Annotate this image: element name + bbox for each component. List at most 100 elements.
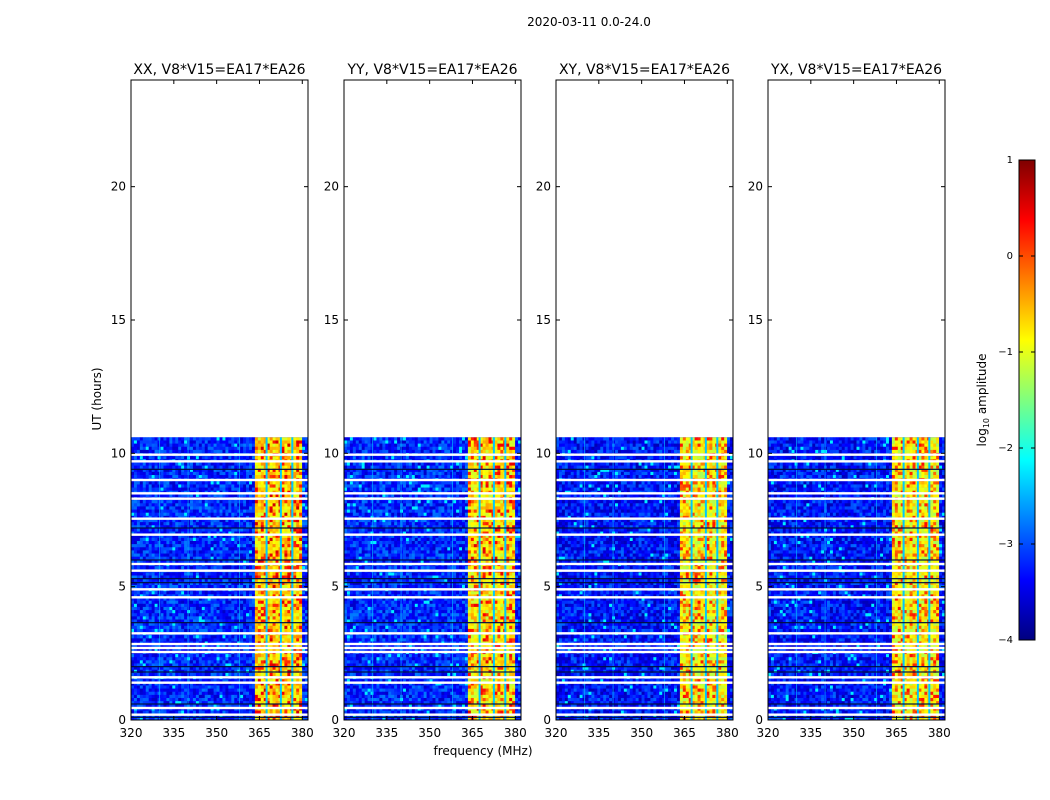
heatmap-cell xyxy=(163,487,167,492)
heatmap-cell xyxy=(136,628,141,633)
heatmap-cell xyxy=(293,440,297,444)
heatmap-cell xyxy=(293,503,297,507)
heatmap-cell xyxy=(133,600,138,605)
heatmap-cell xyxy=(228,572,232,576)
heatmap-cell xyxy=(131,600,135,605)
heatmap-cell xyxy=(266,471,270,476)
heatmap-cell xyxy=(136,597,141,601)
heatmap-cell xyxy=(148,456,152,460)
heatmap-cell xyxy=(234,657,238,661)
heatmap-cell xyxy=(216,647,220,652)
heatmap-cell xyxy=(131,691,135,696)
heatmap-cell xyxy=(139,635,144,639)
heatmap-cell xyxy=(257,584,262,589)
heatmap-cell xyxy=(139,666,144,671)
heatmap-cell xyxy=(228,493,232,498)
heatmap-cell xyxy=(133,544,138,548)
heatmap-cell xyxy=(296,462,300,466)
heatmap-cell xyxy=(266,603,270,608)
heatmap-cell xyxy=(151,512,155,517)
heatmap-cell xyxy=(160,446,164,451)
heatmap-cell xyxy=(133,528,138,532)
heatmap-cell xyxy=(263,556,267,561)
heatmap-cell xyxy=(225,644,229,649)
heatmap-cell xyxy=(145,638,149,642)
heatmap-cell xyxy=(187,619,191,623)
heatmap-cell xyxy=(154,647,158,652)
heatmap-cell xyxy=(254,600,259,605)
heatmap-cell xyxy=(260,657,265,661)
heatmap-cell xyxy=(169,575,173,579)
heatmap-cell xyxy=(207,449,211,454)
heatmap-cell xyxy=(296,685,300,689)
heatmap-cell xyxy=(175,484,179,488)
heatmap-cell xyxy=(181,628,185,633)
heatmap-cell xyxy=(204,691,208,696)
heatmap-cell xyxy=(219,512,223,517)
heatmap-cell xyxy=(160,506,164,510)
heatmap-cell xyxy=(210,525,214,529)
heatmap-cell xyxy=(169,531,173,535)
heatmap-cell xyxy=(163,616,167,620)
heatmap-cell xyxy=(198,540,203,545)
heatmap-cell xyxy=(136,481,141,485)
heatmap-cell xyxy=(269,575,273,579)
heatmap-cell xyxy=(142,688,147,693)
heatmap-cell xyxy=(225,525,229,529)
heatmap-cell xyxy=(284,512,288,517)
heatmap-cell xyxy=(257,500,262,504)
heatmap-cell xyxy=(175,610,179,614)
heatmap-cell xyxy=(142,660,147,664)
heatmap-cell xyxy=(187,628,191,633)
heatmap-cell xyxy=(145,484,149,488)
heatmap-cell xyxy=(187,622,191,627)
heatmap-cell xyxy=(269,500,273,504)
heatmap-cell xyxy=(133,559,138,564)
heatmap-cell xyxy=(260,691,265,696)
heatmap-cell xyxy=(222,578,226,583)
heatmap-cell xyxy=(263,465,267,470)
heatmap-cell xyxy=(275,547,279,551)
heatmap-cell xyxy=(269,613,273,617)
heatmap-cell xyxy=(163,606,167,611)
heatmap-cell xyxy=(160,528,164,532)
heatmap-cell xyxy=(222,597,226,601)
heatmap-cell xyxy=(181,644,185,649)
heatmap-cell xyxy=(219,679,223,683)
heatmap-cell xyxy=(151,509,155,514)
heatmap-cell xyxy=(154,556,158,561)
heatmap-cell xyxy=(145,647,149,652)
heatmap-cell xyxy=(195,553,200,557)
heatmap-cell xyxy=(175,556,179,561)
heatmap-cell xyxy=(219,531,223,535)
heatmap-cell xyxy=(187,553,191,557)
heatmap-cell xyxy=(142,572,147,576)
heatmap-cell xyxy=(192,622,197,627)
heatmap-cell xyxy=(305,518,309,523)
heatmap-cell xyxy=(219,437,223,441)
heatmap-cell xyxy=(216,660,220,664)
heatmap-cell xyxy=(243,606,247,611)
heatmap-cell xyxy=(148,440,152,444)
heatmap-cell xyxy=(254,465,259,470)
heatmap-cell xyxy=(266,619,270,623)
heatmap-cell xyxy=(160,559,164,564)
heatmap-cell xyxy=(175,597,179,601)
heatmap-cell xyxy=(284,484,288,488)
heatmap-cell xyxy=(210,619,214,623)
heatmap-cell xyxy=(296,503,300,507)
heatmap-cell xyxy=(169,694,173,699)
heatmap-cell xyxy=(293,594,297,598)
heatmap-cell xyxy=(269,566,273,570)
heatmap-cell xyxy=(251,449,256,454)
heatmap-cell xyxy=(302,625,306,630)
heatmap-cell xyxy=(257,660,262,664)
heatmap-cell xyxy=(210,606,214,611)
heatmap-cell xyxy=(263,688,267,693)
heatmap-cell xyxy=(198,506,203,510)
heatmap-cell xyxy=(272,600,276,605)
heatmap-cell xyxy=(136,534,141,539)
heatmap-cell xyxy=(133,625,138,630)
heatmap-cell xyxy=(172,597,176,601)
heatmap-cell xyxy=(225,465,229,470)
